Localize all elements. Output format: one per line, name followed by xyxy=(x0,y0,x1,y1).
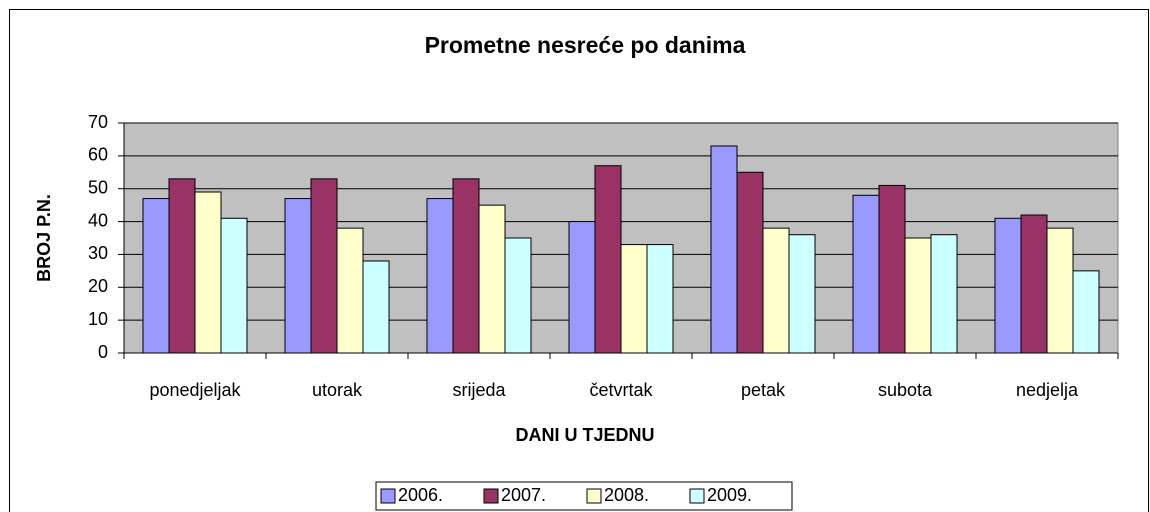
legend-label: 2008. xyxy=(604,485,649,505)
x-tick-label: srijeda xyxy=(452,380,506,400)
y-tick-label: 40 xyxy=(88,210,108,230)
bar xyxy=(736,171,764,354)
y-tick-label: 70 xyxy=(88,112,108,132)
bar xyxy=(220,217,248,354)
bar xyxy=(762,227,790,354)
bar xyxy=(710,145,738,354)
y-tick-label: 50 xyxy=(88,177,108,197)
bar xyxy=(336,227,364,354)
legend-swatch xyxy=(689,488,705,504)
legend-swatch xyxy=(483,488,499,504)
bar xyxy=(426,198,454,354)
legend-swatch xyxy=(586,488,602,504)
x-tick-label: utorak xyxy=(312,380,363,400)
bar xyxy=(620,244,648,354)
bar xyxy=(1046,227,1074,354)
bar xyxy=(168,178,196,354)
bar xyxy=(646,244,674,354)
y-tick-label: 20 xyxy=(88,276,108,296)
legend-label: 2007. xyxy=(501,485,546,505)
y-tick-label: 0 xyxy=(98,342,108,362)
chart-title: Prometne nesreće po danima xyxy=(425,32,746,58)
legend-frame xyxy=(375,481,793,511)
bar xyxy=(568,221,596,354)
bar xyxy=(478,204,506,354)
bar xyxy=(310,178,338,354)
bar xyxy=(904,237,932,354)
x-tick-label: petak xyxy=(741,380,786,400)
bar xyxy=(362,260,390,354)
bar xyxy=(284,198,312,354)
bar xyxy=(594,165,622,354)
legend-label: 2009. xyxy=(707,485,752,505)
bar xyxy=(994,217,1022,354)
x-tick-label: subota xyxy=(878,380,933,400)
bar xyxy=(504,237,532,354)
legend-swatch xyxy=(380,488,396,504)
bar xyxy=(142,198,170,354)
y-axis-label: BROJ P.N. xyxy=(34,194,54,282)
y-tick-label: 10 xyxy=(88,309,108,329)
x-axis-label: DANI U TJEDNU xyxy=(515,425,654,445)
y-tick-label: 30 xyxy=(88,243,108,263)
y-tick-label: 60 xyxy=(88,145,108,165)
bar xyxy=(1020,214,1048,354)
bar xyxy=(788,234,816,354)
bar xyxy=(930,234,958,354)
bar xyxy=(852,194,880,354)
bar xyxy=(452,178,480,354)
bar xyxy=(878,184,906,354)
x-tick-label: četvrtak xyxy=(589,380,653,400)
bar xyxy=(194,191,222,354)
bar xyxy=(1072,270,1100,354)
x-tick-label: ponedjeljak xyxy=(149,380,241,400)
x-tick-label: nedjelja xyxy=(1016,380,1079,400)
legend-label: 2006. xyxy=(398,485,443,505)
